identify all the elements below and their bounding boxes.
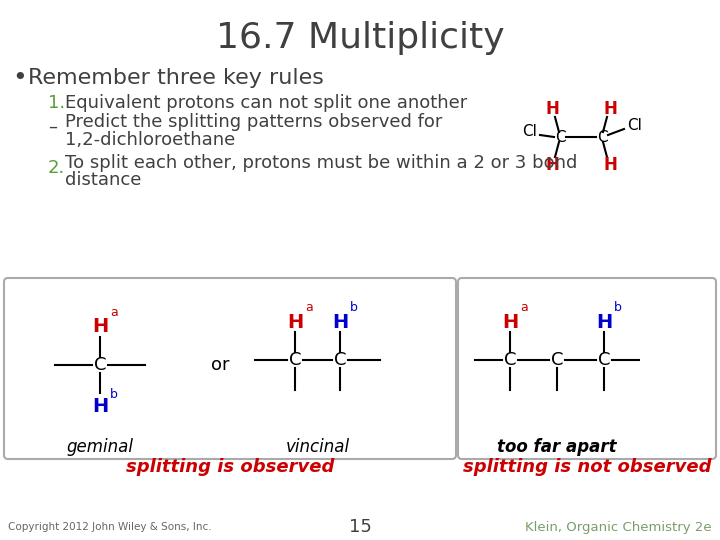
Text: C: C xyxy=(551,351,563,369)
Text: a: a xyxy=(110,306,118,319)
Text: distance: distance xyxy=(65,171,141,189)
Text: vincinal: vincinal xyxy=(286,438,350,456)
Text: geminal: geminal xyxy=(66,438,133,456)
Text: C: C xyxy=(554,130,565,145)
Text: or: or xyxy=(211,356,229,374)
Text: C: C xyxy=(334,351,346,369)
Text: Predict the splitting patterns observed for: Predict the splitting patterns observed … xyxy=(65,113,442,131)
Text: too far apart: too far apart xyxy=(498,438,617,456)
Text: splitting is observed: splitting is observed xyxy=(126,458,334,476)
Text: C: C xyxy=(598,351,611,369)
Text: 15: 15 xyxy=(348,518,372,536)
Text: 1.: 1. xyxy=(48,94,65,112)
Text: H: H xyxy=(596,313,612,332)
Text: splitting is not observed: splitting is not observed xyxy=(463,458,711,476)
Text: a: a xyxy=(305,301,312,314)
Text: To split each other, protons must be within a 2 or 3 bond: To split each other, protons must be wit… xyxy=(65,154,577,172)
Text: 16.7 Multiplicity: 16.7 Multiplicity xyxy=(216,21,504,55)
FancyBboxPatch shape xyxy=(458,278,716,459)
Text: H: H xyxy=(332,313,348,332)
Text: Cl: Cl xyxy=(523,125,537,139)
Text: Klein, Organic Chemistry 2e: Klein, Organic Chemistry 2e xyxy=(526,521,712,534)
Text: b: b xyxy=(614,301,622,314)
Text: 2.: 2. xyxy=(48,159,66,177)
Text: b: b xyxy=(350,301,358,314)
FancyBboxPatch shape xyxy=(4,278,456,459)
Text: Remember three key rules: Remember three key rules xyxy=(28,68,324,88)
Text: H: H xyxy=(545,156,559,174)
Text: C: C xyxy=(94,356,107,374)
Text: b: b xyxy=(110,388,118,401)
Text: Copyright 2012 John Wiley & Sons, Inc.: Copyright 2012 John Wiley & Sons, Inc. xyxy=(8,522,212,532)
Text: C: C xyxy=(289,351,301,369)
Text: –: – xyxy=(48,118,57,136)
Text: a: a xyxy=(520,301,528,314)
Text: H: H xyxy=(92,318,108,336)
Text: H: H xyxy=(603,156,617,174)
Text: H: H xyxy=(287,313,303,332)
Text: Cl: Cl xyxy=(628,118,642,132)
Text: 1,2-dichloroethane: 1,2-dichloroethane xyxy=(65,131,235,149)
Text: H: H xyxy=(545,100,559,118)
Text: C: C xyxy=(504,351,516,369)
Text: •: • xyxy=(12,66,27,90)
Text: H: H xyxy=(603,100,617,118)
Text: Equivalent protons can not split one another: Equivalent protons can not split one ano… xyxy=(65,94,467,112)
Text: H: H xyxy=(92,397,108,416)
Text: C: C xyxy=(597,130,607,145)
Text: H: H xyxy=(502,313,518,332)
